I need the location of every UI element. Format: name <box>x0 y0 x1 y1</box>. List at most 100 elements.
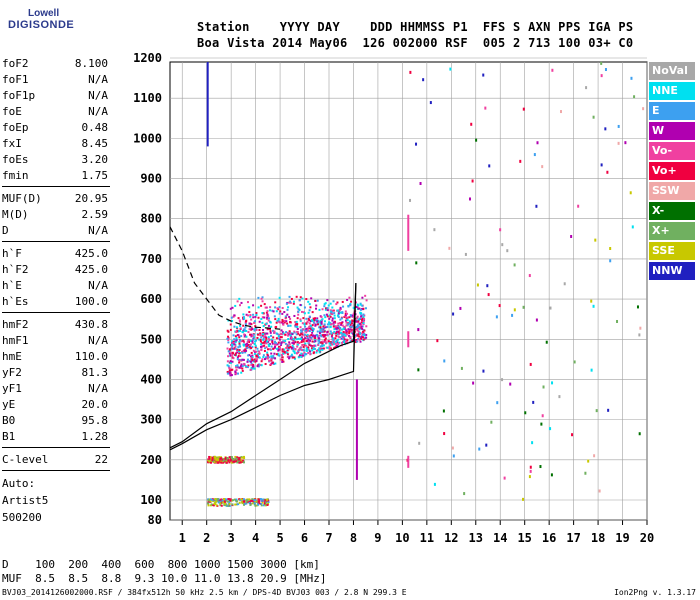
echo-point <box>337 322 340 325</box>
echo-point <box>356 317 359 320</box>
echo-point <box>206 502 209 505</box>
echo-point <box>210 457 213 460</box>
echo-point <box>265 346 268 349</box>
param-value: 8.45 <box>81 137 109 150</box>
noise-point <box>595 409 598 413</box>
echo-point <box>226 500 229 503</box>
echo-point <box>263 344 266 347</box>
echo-point <box>220 498 223 501</box>
echo-point <box>240 364 243 367</box>
echo-point <box>209 498 212 501</box>
echo-point <box>295 333 298 336</box>
echo-point <box>280 336 283 339</box>
echo-point <box>317 339 320 342</box>
echo-column <box>407 331 410 348</box>
echo-point <box>348 322 351 325</box>
echo-point <box>236 348 239 351</box>
echo-point <box>236 358 239 361</box>
noise-point <box>482 73 485 77</box>
echo-point <box>250 335 253 338</box>
noise-point <box>549 427 552 431</box>
noise-point <box>528 274 531 278</box>
echo-point <box>362 313 365 316</box>
echo-point <box>226 360 229 363</box>
echo-point <box>328 317 331 320</box>
echo-point <box>242 344 245 347</box>
noise-point <box>409 198 412 202</box>
echo-point <box>245 349 248 352</box>
echo-point <box>211 457 214 460</box>
noise-point <box>592 115 595 119</box>
echo-point <box>334 337 337 340</box>
param-value: 1.28 <box>81 430 109 443</box>
echo-point <box>287 306 290 309</box>
echo-point <box>343 335 346 338</box>
echo-point <box>333 347 336 350</box>
echo-point <box>238 340 241 343</box>
echo-point <box>279 310 282 313</box>
echo-point <box>231 503 234 506</box>
echo-point <box>308 349 311 352</box>
echo-point <box>319 328 322 331</box>
noise-point <box>506 249 509 253</box>
echo-point <box>320 321 323 324</box>
noise-point <box>587 459 590 463</box>
echo-point <box>296 325 299 328</box>
echo-point <box>260 336 263 339</box>
echo-point <box>289 324 292 327</box>
echo-point <box>262 356 265 359</box>
echo-point <box>222 461 225 464</box>
echo-point <box>319 341 322 344</box>
echo-point <box>316 320 319 323</box>
echo-point <box>231 345 234 348</box>
echo-point <box>231 368 234 371</box>
echo-point <box>234 503 237 506</box>
echo-point <box>251 502 254 505</box>
echo-point <box>346 316 349 319</box>
noise-point <box>501 243 504 247</box>
echo-point <box>361 325 364 328</box>
echo-point <box>232 334 235 337</box>
echo-point <box>300 331 303 334</box>
param-label: B1 <box>2 430 16 443</box>
echo-point <box>249 333 252 336</box>
echo-point <box>296 306 299 309</box>
echo-point <box>296 327 299 330</box>
noise-point <box>529 469 532 473</box>
echo-point <box>279 336 282 339</box>
echo-point <box>334 326 337 329</box>
noise-point <box>460 366 463 370</box>
echo-point <box>313 319 316 322</box>
echo-point <box>307 327 310 330</box>
echo-point <box>310 328 313 331</box>
echo-point <box>313 351 316 354</box>
param-row: hmE 110.0 <box>2 349 110 365</box>
echo-point <box>359 340 362 343</box>
echo-point <box>337 325 340 328</box>
trace-curve <box>169 226 281 330</box>
echo-point <box>262 337 265 340</box>
echo-point <box>277 354 280 357</box>
echo-point <box>307 346 310 349</box>
param-label: MUF(D) <box>2 192 42 205</box>
echo-point <box>219 502 222 505</box>
echo-point <box>257 365 260 368</box>
echo-point <box>244 348 247 351</box>
echo-point <box>282 351 285 354</box>
echo-point <box>260 317 263 320</box>
echo-point <box>268 309 271 312</box>
echo-point <box>244 351 247 354</box>
param-row: h`F 425.0 <box>2 246 110 262</box>
echo-point <box>258 352 261 355</box>
echo-point <box>294 321 297 324</box>
echo-point <box>290 297 293 300</box>
echo-point <box>299 337 302 340</box>
echo-point <box>289 334 292 337</box>
echo-point <box>308 344 311 347</box>
echo-point <box>265 322 268 325</box>
footer-muf-row: MUF 8.5 8.5 8.8 9.3 10.0 11.0 13.8 20.9 … <box>2 572 327 585</box>
echo-point <box>350 325 353 328</box>
echo-point <box>342 334 345 337</box>
echo-point <box>337 331 340 334</box>
echo-point <box>255 312 258 315</box>
